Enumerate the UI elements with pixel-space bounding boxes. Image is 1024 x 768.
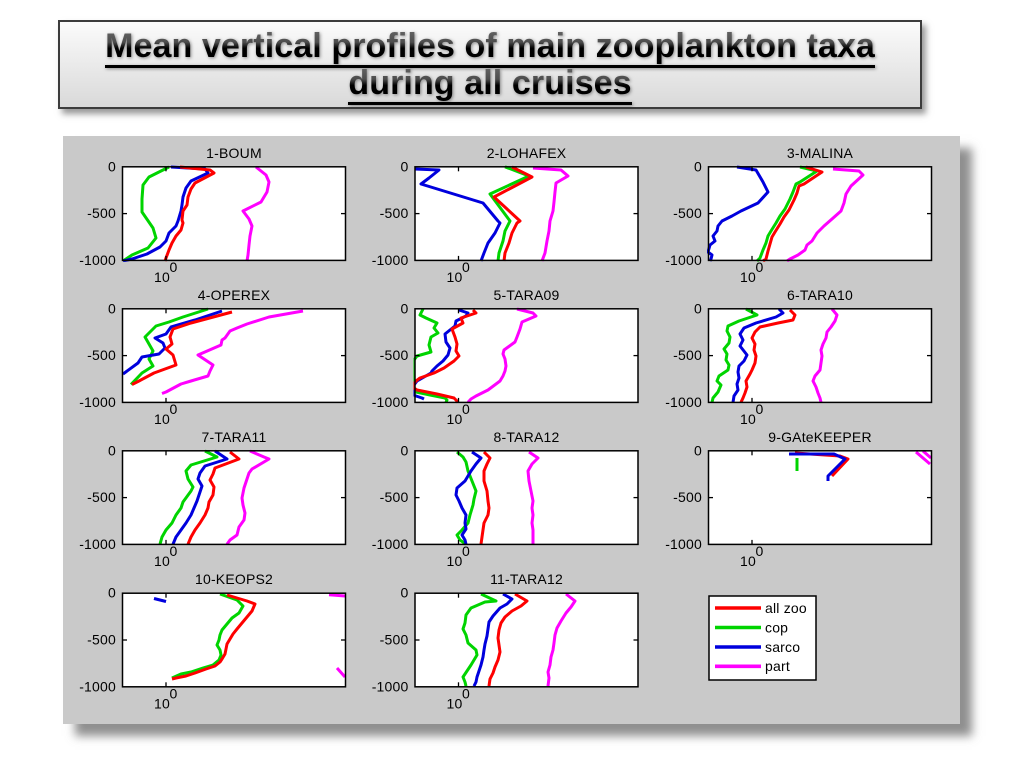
svg-text:8-TARA12: 8-TARA12: [494, 429, 560, 445]
svg-text:0: 0: [401, 442, 409, 458]
svg-text:0: 0: [170, 685, 178, 701]
svg-text:10: 10: [740, 553, 756, 569]
svg-text:-500: -500: [87, 347, 116, 363]
svg-text:0: 0: [170, 259, 178, 275]
svg-text:0: 0: [401, 585, 409, 601]
svg-text:10-KEOPS2: 10-KEOPS2: [195, 571, 273, 587]
svg-text:10: 10: [740, 411, 756, 427]
svg-text:7-TARA11: 7-TARA11: [202, 429, 267, 445]
svg-text:3-MALINA: 3-MALINA: [787, 145, 854, 161]
svg-text:10: 10: [154, 269, 170, 285]
svg-text:0: 0: [756, 259, 764, 275]
svg-text:0: 0: [694, 158, 702, 174]
svg-text:6-TARA10: 6-TARA10: [787, 287, 853, 303]
svg-text:all zoo: all zoo: [765, 600, 807, 616]
svg-text:0: 0: [462, 401, 470, 417]
svg-text:-500: -500: [87, 632, 116, 648]
svg-text:-500: -500: [87, 489, 116, 505]
svg-text:-1000: -1000: [79, 536, 116, 552]
svg-text:sarco: sarco: [765, 639, 800, 655]
svg-text:-1000: -1000: [665, 252, 702, 268]
svg-text:0: 0: [170, 543, 178, 559]
svg-text:0: 0: [694, 442, 702, 458]
svg-text:0: 0: [462, 259, 470, 275]
svg-text:-500: -500: [380, 205, 409, 221]
svg-text:10: 10: [447, 411, 463, 427]
svg-text:0: 0: [462, 543, 470, 559]
svg-text:-1000: -1000: [372, 536, 409, 552]
svg-text:part: part: [765, 658, 790, 674]
svg-text:0: 0: [401, 300, 409, 316]
svg-text:0: 0: [108, 158, 116, 174]
svg-text:11-TARA12: 11-TARA12: [490, 571, 563, 587]
svg-text:0: 0: [756, 401, 764, 417]
svg-text:0: 0: [401, 158, 409, 174]
svg-text:2-LOHAFEX: 2-LOHAFEX: [487, 145, 567, 161]
svg-text:1-BOUM: 1-BOUM: [206, 145, 262, 161]
svg-text:0: 0: [108, 585, 116, 601]
svg-text:-1000: -1000: [79, 252, 116, 268]
svg-text:-500: -500: [87, 205, 116, 221]
svg-text:10: 10: [740, 269, 756, 285]
svg-text:-1000: -1000: [665, 536, 702, 552]
svg-text:-1000: -1000: [79, 394, 116, 410]
svg-text:9-GAteKEEPER: 9-GAteKEEPER: [768, 429, 872, 445]
svg-text:10: 10: [447, 269, 463, 285]
svg-text:-1000: -1000: [79, 678, 116, 694]
svg-text:0: 0: [694, 300, 702, 316]
svg-text:-500: -500: [673, 489, 702, 505]
svg-text:0: 0: [170, 401, 178, 417]
svg-text:0: 0: [108, 300, 116, 316]
svg-text:-500: -500: [380, 347, 409, 363]
svg-text:cop: cop: [765, 619, 788, 635]
svg-text:-500: -500: [673, 347, 702, 363]
svg-text:-1000: -1000: [665, 394, 702, 410]
svg-text:-500: -500: [380, 489, 409, 505]
svg-text:-1000: -1000: [372, 394, 409, 410]
svg-text:-500: -500: [673, 205, 702, 221]
svg-text:0: 0: [108, 442, 116, 458]
svg-text:-1000: -1000: [372, 678, 409, 694]
svg-text:10: 10: [154, 553, 170, 569]
svg-text:0: 0: [756, 543, 764, 559]
svg-text:10: 10: [447, 553, 463, 569]
svg-text:10: 10: [154, 411, 170, 427]
svg-text:-1000: -1000: [372, 252, 409, 268]
svg-text:10: 10: [447, 695, 463, 711]
svg-text:0: 0: [462, 685, 470, 701]
svg-text:5-TARA09: 5-TARA09: [494, 287, 560, 303]
svg-text:-500: -500: [380, 632, 409, 648]
svg-text:10: 10: [154, 695, 170, 711]
svg-text:4-OPEREX: 4-OPEREX: [198, 287, 271, 303]
